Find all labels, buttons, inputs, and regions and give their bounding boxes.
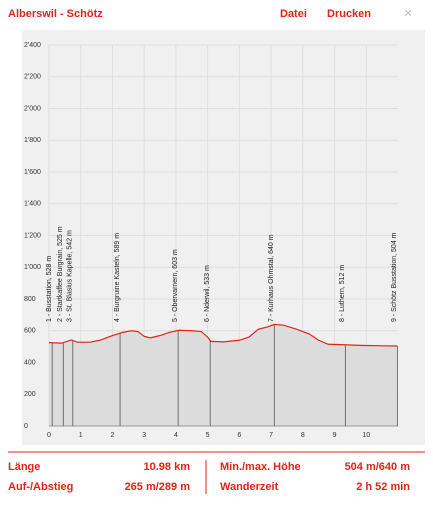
station-label: 8 - Luthern, 512 m: [339, 265, 346, 322]
stat-text: Länge: [8, 461, 40, 473]
y-tick-label: 600: [24, 328, 36, 335]
station-label: 5 - Obervarnern, 603 m: [172, 249, 179, 322]
y-tick-label: 1'600: [24, 169, 41, 176]
stat-text: 504 m/640 m: [345, 461, 411, 473]
x-tick-label: 1: [79, 432, 83, 439]
profile-line: [48, 323, 398, 347]
menu-datei[interactable]: Datei: [280, 8, 307, 20]
profile-area: [49, 324, 398, 426]
x-tick-label: 9: [333, 432, 337, 439]
close-button[interactable]: ×: [404, 5, 412, 21]
y-tick-label: 2'000: [24, 105, 41, 112]
window-title: Alberswil - Schötz: [8, 8, 103, 20]
x-tick-label: 10: [362, 432, 370, 439]
x-tick-label: 2: [111, 432, 115, 439]
y-tick-label: 1'800: [24, 137, 41, 144]
stat-text: Auf-/Abstieg: [8, 481, 73, 493]
x-tick-label: 5: [206, 432, 210, 439]
x-tick-label: 8: [301, 432, 305, 439]
y-tick-label: 0: [24, 423, 28, 430]
y-tick-label: 1'000: [24, 264, 41, 271]
stat-text: Wanderzeit: [220, 481, 279, 493]
y-tick-label: 2'400: [24, 42, 41, 49]
station-label: 7 - Kurhaus Ohmstal, 640 m: [268, 234, 275, 322]
y-tick-label: 2'200: [24, 74, 41, 81]
y-tick-label: 200: [24, 391, 36, 398]
station-label: 3 - St. Blasius Kapelle, 542 m: [67, 230, 74, 322]
y-tick-label: 1'400: [24, 201, 41, 208]
station-label: 2 - Startkaffee Burgrain, 525 m: [57, 226, 64, 322]
x-tick-label: 3: [142, 432, 146, 439]
stat-text: 2 h 52 min: [356, 481, 410, 493]
y-tick-label: 800: [24, 296, 36, 303]
x-tick-label: 6: [237, 432, 241, 439]
menu-drucken[interactable]: Drucken: [327, 8, 371, 20]
station-label: 4 - Burgruine Kasteln, 589 m: [114, 233, 121, 322]
station-label: 9 - Schötz Busstation, 504 m: [391, 232, 398, 322]
stat-text: 10.98 km: [144, 461, 191, 473]
y-tick-label: 400: [24, 359, 36, 366]
x-tick-label: 7: [269, 432, 273, 439]
x-tick-label: 0: [47, 432, 51, 439]
y-tick-label: 1'200: [24, 232, 41, 239]
station-label: 1 - Busstation, 528 m: [46, 256, 53, 322]
x-tick-label: 4: [174, 432, 178, 439]
stat-text: 265 m/289 m: [125, 481, 191, 493]
station-label: 6 - Nderwil, 533 m: [204, 265, 211, 322]
stat-text: Min./max. Höhe: [220, 461, 301, 473]
